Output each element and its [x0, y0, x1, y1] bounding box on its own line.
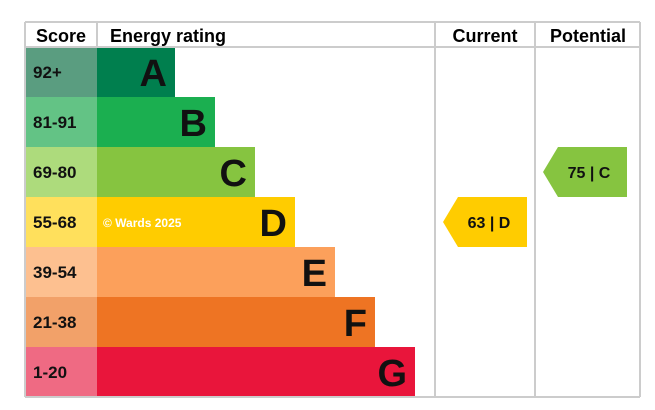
header-current: Current: [452, 26, 517, 46]
band-bar-C: [97, 147, 255, 197]
band-bar-B: [97, 97, 215, 147]
band-letter-A: A: [140, 53, 167, 95]
band-bar-D: [97, 197, 295, 247]
score-range-B: 81-91: [33, 113, 76, 132]
current-label: 63 | D: [468, 215, 511, 232]
current-arrow: [443, 197, 527, 247]
score-cell-A: [25, 47, 97, 97]
score-cell-B: [25, 97, 97, 147]
band-letter-B: B: [180, 103, 207, 145]
score-cell-C: [25, 147, 97, 197]
score-range-F: 21-38: [33, 313, 76, 332]
potential-arrow: [543, 147, 627, 197]
score-range-E: 39-54: [33, 263, 77, 282]
band-bar-E: [97, 247, 335, 297]
score-range-D: 55-68: [33, 213, 76, 232]
band-bar-F: [97, 297, 375, 347]
band-letter-E: E: [302, 253, 327, 295]
score-cell-E: [25, 247, 97, 297]
band-letter-F: F: [344, 303, 367, 345]
header-score: Score: [36, 26, 86, 46]
header-potential: Potential: [550, 26, 626, 46]
score-cell-G: [25, 347, 97, 397]
band-bar-G: [97, 347, 415, 397]
score-range-G: 1-20: [33, 363, 67, 382]
score-cell-D: [25, 197, 97, 247]
potential-label: 75 | C: [568, 165, 611, 182]
watermark: © Wards 2025: [103, 216, 182, 230]
header-rating: Energy rating: [110, 26, 226, 46]
score-cell-F: [25, 297, 97, 347]
band-letter-D: D: [260, 203, 287, 245]
score-range-A: 92+: [33, 63, 62, 82]
band-letter-C: C: [220, 153, 247, 195]
band-letter-G: G: [377, 353, 407, 395]
band-bar-A: [97, 47, 175, 97]
score-range-C: 69-80: [33, 163, 76, 182]
